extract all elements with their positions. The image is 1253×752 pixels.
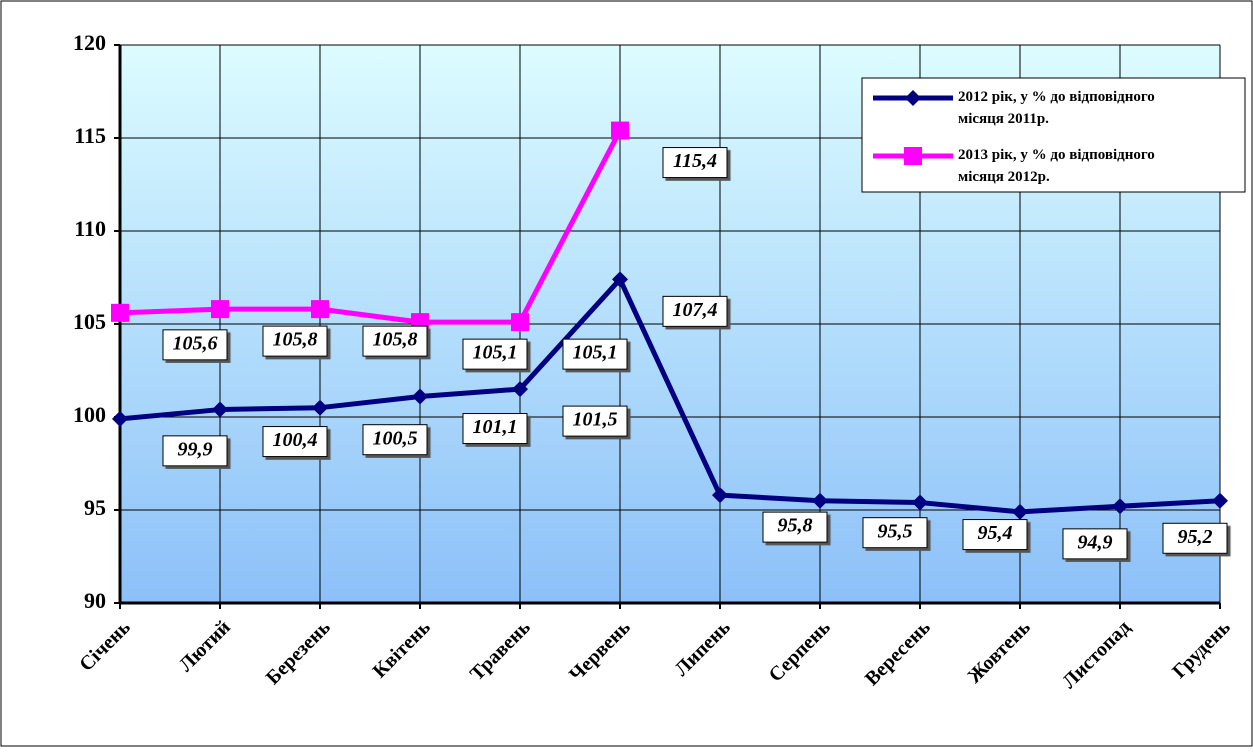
legend-label: 2012 рік, у % до відповідного місяця 2011… (958, 89, 1155, 127)
y-tick-label: 90 (84, 588, 106, 613)
data-label-box (462, 338, 528, 370)
marker (1212, 492, 1228, 509)
data-label-box (262, 325, 328, 357)
data-label-box (762, 511, 828, 543)
data-label-box (362, 424, 428, 456)
data-label-box (162, 435, 228, 467)
data-label: 105,1 (473, 342, 518, 364)
data-label: 105,1 (573, 342, 618, 364)
data-label-box (662, 147, 728, 179)
marker (712, 487, 728, 504)
legend-label-line: 2012 рік, у % до відповідного (958, 89, 1155, 105)
data-label: 95,8 (778, 515, 813, 537)
y-tick-label: 110 (74, 216, 106, 241)
legend-label-line: 2013 рік, у % до відповідного (958, 147, 1155, 163)
data-label: 105,8 (273, 329, 318, 351)
data-label: 105,8 (373, 329, 418, 351)
data-label-box (1162, 522, 1228, 554)
marker (1112, 498, 1128, 515)
data-label: 95,2 (1178, 526, 1213, 548)
marker (611, 121, 629, 140)
marker (211, 300, 229, 319)
data-label-box (562, 405, 628, 437)
y-tick-label: 105 (73, 309, 106, 334)
data-label-box (262, 426, 328, 458)
marker (511, 313, 529, 332)
marker (812, 492, 828, 509)
y-tick-label: 120 (73, 30, 106, 55)
data-label-box (362, 325, 428, 357)
marker (912, 494, 928, 511)
data-label: 101,5 (573, 409, 618, 431)
data-label: 95,4 (978, 522, 1013, 544)
legend-label-line: місяця 2012р. (958, 169, 1050, 185)
marker (612, 271, 628, 288)
data-label-box (862, 517, 928, 549)
y-tick-label: 95 (84, 495, 106, 520)
legend-label: 2013 рік, у % до відповідного місяця 2012… (958, 147, 1155, 185)
marker (311, 300, 329, 319)
marker (1012, 503, 1028, 520)
data-label: 105,6 (173, 332, 218, 354)
data-label-box (562, 338, 628, 370)
marker (904, 147, 922, 165)
marker (905, 90, 921, 106)
legend: 2012 рік, у % до відповідного місяця 2011… (861, 77, 1246, 193)
legend-label-line: місяця 2011р. (958, 111, 1049, 127)
data-label-box (962, 519, 1028, 551)
y-tick-label: 100 (73, 402, 106, 427)
data-label: 95,5 (878, 520, 913, 542)
marker (111, 303, 129, 322)
data-label: 99,9 (178, 438, 213, 460)
data-label-box (1062, 528, 1128, 560)
data-label: 94,9 (1078, 531, 1113, 553)
data-label: 107,4 (673, 299, 718, 321)
marker (512, 381, 528, 398)
data-label: 100,4 (273, 429, 318, 451)
data-label: 101,1 (473, 416, 518, 438)
data-label-box (462, 413, 528, 445)
data-label: 100,5 (373, 427, 418, 449)
data-label: 115,4 (673, 150, 717, 172)
data-label-box (162, 329, 228, 361)
marker (112, 410, 128, 427)
marker (212, 401, 228, 418)
data-label-box (662, 295, 728, 327)
series-line (119, 276, 1221, 515)
y-tick-label: 115 (74, 123, 106, 148)
marker (412, 388, 428, 405)
series-line (119, 129, 623, 325)
marker (312, 399, 328, 416)
